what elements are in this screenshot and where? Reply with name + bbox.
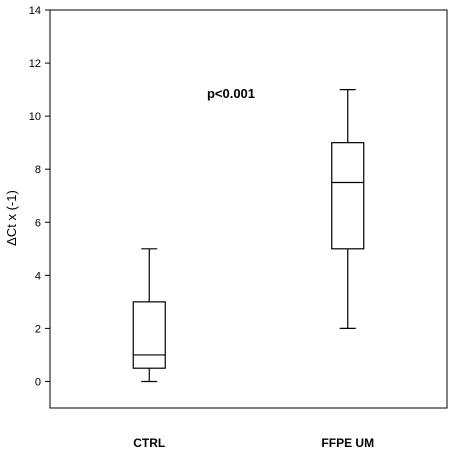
iqr-box (331, 142, 365, 250)
x-category-label: CTRL (133, 436, 165, 450)
y-tick-label: 2 (35, 323, 41, 335)
plot-frame (49, 9, 448, 409)
x-category-label: FFPE UM (321, 436, 374, 450)
iqr-box (132, 301, 166, 369)
x-axis-labels: CTRL FFPE UM (133, 436, 374, 450)
y-tick-label: 14 (29, 5, 41, 17)
y-axis-title: ΔCt x (-1) (4, 190, 19, 246)
y-tick-label: 6 (35, 217, 41, 229)
box-series (132, 88, 365, 383)
y-tick-label: 10 (29, 111, 41, 123)
y-tick-label: 8 (35, 164, 41, 176)
y-tick-label: 4 (35, 270, 41, 282)
y-tick-label: 12 (29, 58, 41, 70)
p-value-annotation: p<0.001 (207, 86, 255, 101)
y-tick-label: 0 (35, 376, 41, 388)
y-axis: 0 2 4 6 8 10 12 14 (29, 5, 50, 388)
